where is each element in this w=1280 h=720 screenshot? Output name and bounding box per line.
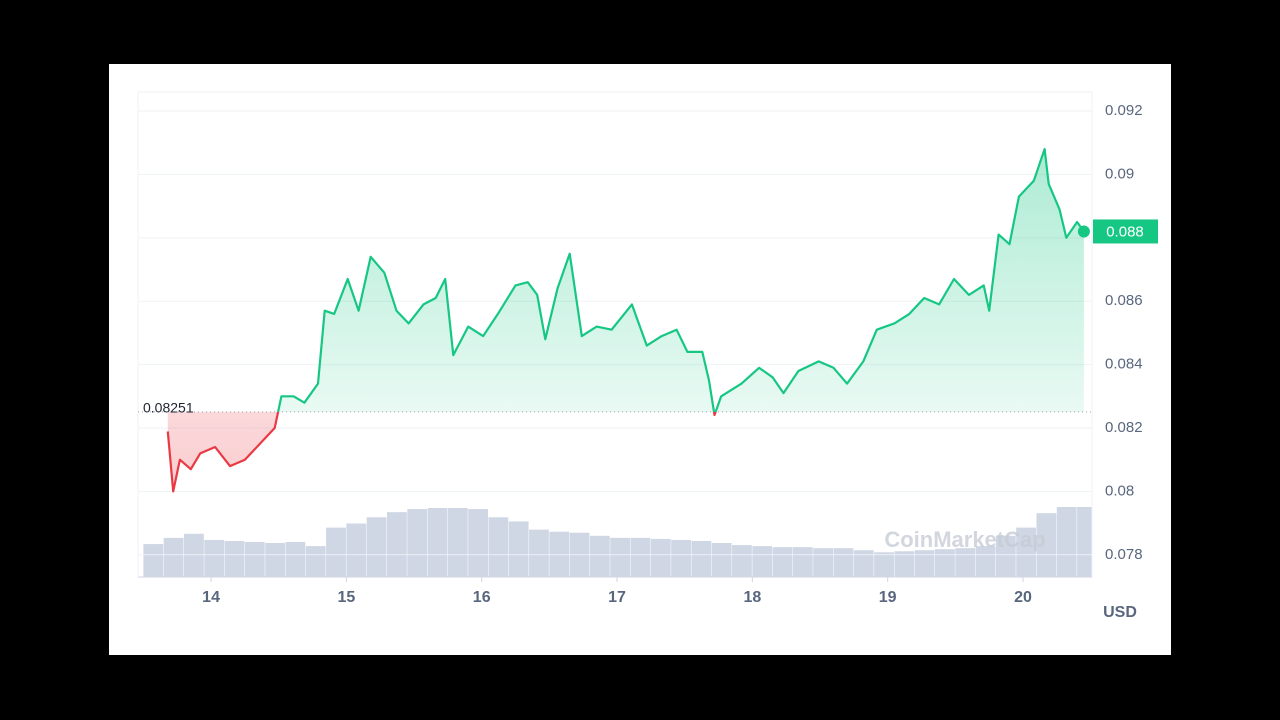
volume-bar <box>305 546 326 577</box>
volume-bar <box>711 543 732 577</box>
x-tick-label: 19 <box>879 589 897 606</box>
area-up <box>167 149 1084 412</box>
watermark: CoinMarketCap <box>884 527 1045 552</box>
volume-bar <box>427 508 448 577</box>
volume-bar <box>386 512 407 577</box>
volume-bar <box>630 537 651 577</box>
volume-bar <box>468 509 488 577</box>
volume-bar <box>204 539 225 577</box>
volume-bar <box>650 538 671 577</box>
volume-bar <box>610 537 631 577</box>
volume-bar <box>346 523 367 577</box>
x-tick-label: 15 <box>337 589 355 606</box>
volume-bar <box>143 544 164 577</box>
last-price-label: 0.088 <box>1106 223 1144 240</box>
volume-bar <box>874 552 894 577</box>
volume-bar <box>224 540 245 577</box>
last-point <box>1077 225 1090 238</box>
x-tick-label: 20 <box>1014 589 1032 606</box>
volume-bar <box>813 548 834 577</box>
last-price-tag <box>1093 219 1158 244</box>
volume-bar <box>529 529 549 577</box>
y-tick-label: 0.09 <box>1105 165 1134 182</box>
volume-bar <box>853 550 874 577</box>
y-tick-label: 0.092 <box>1105 102 1143 119</box>
volume-bar <box>772 547 793 577</box>
volume-bar <box>671 539 691 577</box>
x-tick-label: 18 <box>743 589 761 606</box>
volume-bar <box>935 549 955 577</box>
volume-bar <box>1056 507 1077 577</box>
volume-bar <box>488 517 509 577</box>
volume-bar <box>792 547 813 577</box>
volume-bar <box>995 535 1016 577</box>
unit-label: USD <box>1103 604 1137 621</box>
volume-bar <box>447 508 468 577</box>
volume-bar <box>914 550 935 577</box>
volume-bar <box>691 540 712 577</box>
y-tick-label: 0.084 <box>1105 356 1143 373</box>
y-tick-label: 0.082 <box>1105 419 1143 436</box>
volume-bar <box>1077 507 1092 577</box>
y-tick-label: 0.078 <box>1105 546 1143 563</box>
volume-bar <box>285 542 306 577</box>
volume-bar <box>508 521 529 577</box>
volume-bar <box>326 527 346 577</box>
volume-bar <box>752 546 773 577</box>
volume-bar <box>955 548 976 577</box>
x-tick-label: 14 <box>202 589 220 606</box>
volume-bar <box>833 548 854 577</box>
volume-bar <box>732 545 752 577</box>
y-tick-label: 0.086 <box>1105 292 1143 309</box>
x-tick-label: 17 <box>608 589 626 606</box>
volume-bar <box>265 543 285 577</box>
price-line-up <box>276 148 1085 412</box>
volume-bar <box>589 535 610 577</box>
volume-bar <box>163 537 184 577</box>
volume-bar <box>975 546 996 577</box>
volume-bar <box>407 509 428 577</box>
baseline-label: 0.08251 <box>143 400 194 416</box>
area-down <box>167 411 716 492</box>
volume-bar <box>244 542 265 577</box>
x-tick-label: 16 <box>473 589 491 606</box>
volume-bar <box>1036 513 1057 577</box>
volume-bar <box>1016 527 1037 577</box>
y-tick-label: 0.08 <box>1105 482 1134 499</box>
volume-bar <box>366 517 387 577</box>
volume-bar <box>184 533 204 577</box>
volume-bar <box>894 551 915 577</box>
